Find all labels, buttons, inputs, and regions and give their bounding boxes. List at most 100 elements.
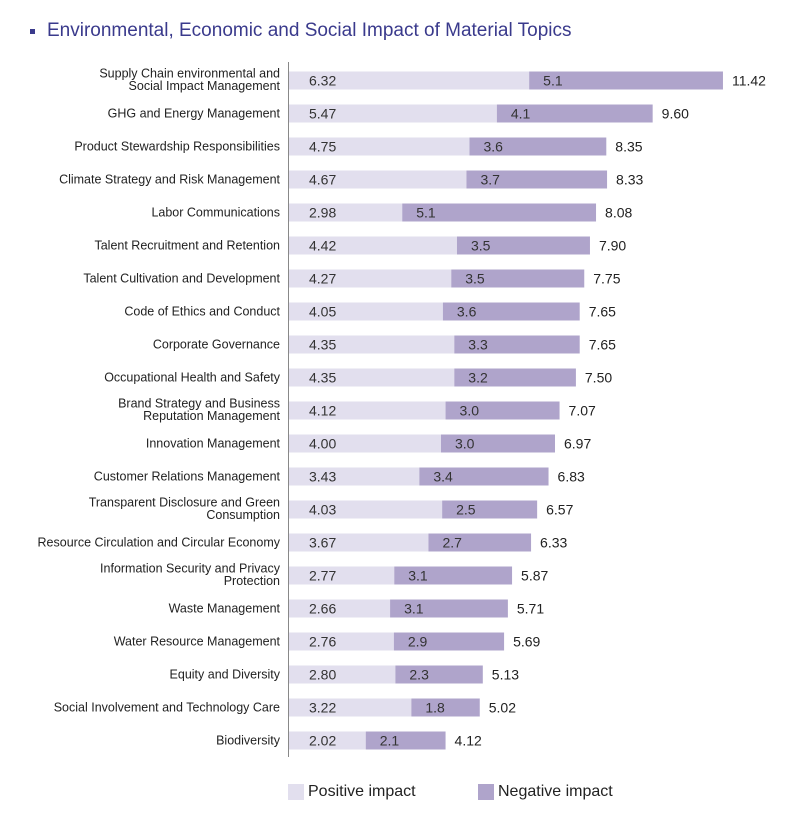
category-label: Innovation Management [146, 437, 281, 451]
bar-negative [411, 698, 480, 717]
bar-negative [402, 203, 597, 222]
negative-value-label: 3.5 [471, 238, 491, 254]
positive-value-label: 4.05 [309, 304, 336, 320]
bar-positive [289, 467, 420, 486]
total-value-label: 8.33 [616, 172, 643, 188]
negative-value-label: 3.1 [404, 601, 424, 617]
bar-negative [469, 137, 607, 156]
negative-value-label: 2.7 [442, 535, 462, 551]
category-label: Occupational Health and Safety [104, 371, 281, 385]
bar-positive [289, 533, 429, 552]
bar-negative [456, 236, 590, 255]
positive-value-label: 2.02 [309, 733, 336, 749]
negative-value-label: 3.6 [457, 304, 477, 320]
chart-title: Environmental, Economic and Social Impac… [47, 20, 572, 41]
bar-positive [289, 137, 470, 156]
bar-negative [442, 302, 580, 321]
bar-negative [454, 368, 576, 387]
bar-positive [289, 170, 467, 189]
bar-negative [445, 401, 560, 420]
negative-value-label: 5.1 [543, 73, 563, 89]
negative-value-label: 3.6 [484, 139, 504, 155]
positive-value-label: 4.27 [309, 271, 336, 287]
positive-value-label: 4.03 [309, 502, 336, 518]
category-label: Talent Recruitment and Retention [94, 239, 280, 253]
total-value-label: 5.69 [513, 634, 540, 650]
category-label: Supply Chain environmental and Social Imp… [99, 67, 280, 94]
bar-positive [289, 71, 530, 90]
category-label: Equity and Diversity [170, 668, 281, 682]
category-label: Information Security and Privacy Protecti… [100, 562, 281, 589]
negative-value-label: 2.3 [409, 667, 429, 683]
category-label: Customer Relations Management [94, 470, 281, 484]
positive-value-label: 2.76 [309, 634, 336, 650]
negative-value-label: 3.4 [433, 469, 453, 485]
negative-value-label: 2.5 [456, 502, 476, 518]
positive-value-label: 4.35 [309, 337, 336, 353]
bar-negative [529, 71, 723, 90]
total-value-label: 7.65 [589, 304, 616, 320]
total-value-label: 6.83 [558, 469, 585, 485]
bar-negative [441, 434, 555, 453]
total-value-label: 6.33 [540, 535, 567, 551]
bar-positive [289, 401, 446, 420]
total-value-label: 7.07 [569, 403, 596, 419]
positive-value-label: 4.67 [309, 172, 336, 188]
negative-value-label: 3.2 [468, 370, 488, 386]
positive-value-label: 2.77 [309, 568, 336, 584]
chart-legend: Positive impact Negative impact [0, 783, 800, 805]
bar-negative [395, 665, 483, 684]
bar-positive [289, 731, 366, 750]
total-value-label: 7.90 [599, 238, 626, 254]
negative-value-label: 2.9 [408, 634, 428, 650]
total-value-label: 8.35 [615, 139, 642, 155]
category-label: GHG and Energy Management [108, 107, 281, 121]
category-label: Product Stewardship Responsibilities [74, 140, 280, 154]
total-value-label: 5.02 [489, 700, 516, 716]
bar-negative [365, 731, 446, 750]
category-label: Resource Circulation and Circular Econom… [38, 536, 281, 550]
total-value-label: 5.71 [517, 601, 544, 617]
bar-positive [289, 632, 394, 651]
bar-negative [393, 632, 505, 651]
bar-positive [289, 434, 441, 453]
positive-value-label: 3.67 [309, 535, 336, 551]
positive-value-label: 3.43 [309, 469, 336, 485]
positive-value-label: 2.66 [309, 601, 336, 617]
category-label: Brand Strategy and Business Reputation Ma… [118, 397, 280, 424]
bar-positive [289, 665, 396, 684]
total-value-label: 5.87 [521, 568, 548, 584]
negative-value-label: 5.1 [416, 205, 436, 221]
total-value-label: 11.42 [732, 73, 766, 89]
negative-value-label: 3.0 [460, 403, 480, 419]
total-value-label: 5.13 [492, 667, 519, 683]
negative-value-label: 3.0 [455, 436, 475, 452]
total-value-label: 9.60 [662, 106, 689, 122]
total-value-label: 6.97 [564, 436, 591, 452]
category-label: Code of Ethics and Conduct [124, 305, 280, 319]
positive-value-label: 4.12 [309, 403, 336, 419]
bar-negative [496, 104, 653, 123]
bar-positive [289, 104, 497, 123]
category-label: Labor Communications [151, 206, 280, 220]
legend-item-negative: Negative impact [478, 783, 613, 801]
negative-value-label: 3.1 [408, 568, 428, 584]
bar-positive [289, 269, 452, 288]
title-bullet-icon [30, 28, 35, 34]
legend-swatch-positive [288, 784, 304, 800]
category-label: Climate Strategy and Risk Management [59, 173, 280, 187]
bar-negative [451, 269, 585, 288]
legend-swatch-negative [478, 784, 494, 800]
bar-negative [428, 533, 532, 552]
legend-label-negative: Negative impact [498, 783, 613, 800]
negative-value-label: 4.1 [511, 106, 531, 122]
positive-value-label: 4.35 [309, 370, 336, 386]
total-value-label: 7.75 [593, 271, 620, 287]
bar-positive [289, 500, 443, 519]
positive-value-label: 5.47 [309, 106, 336, 122]
negative-value-label: 1.8 [425, 700, 445, 716]
bar-negative [454, 335, 580, 354]
category-label: Biodiversity [216, 734, 281, 748]
positive-value-label: 2.80 [309, 667, 336, 683]
total-value-label: 7.50 [585, 370, 612, 386]
